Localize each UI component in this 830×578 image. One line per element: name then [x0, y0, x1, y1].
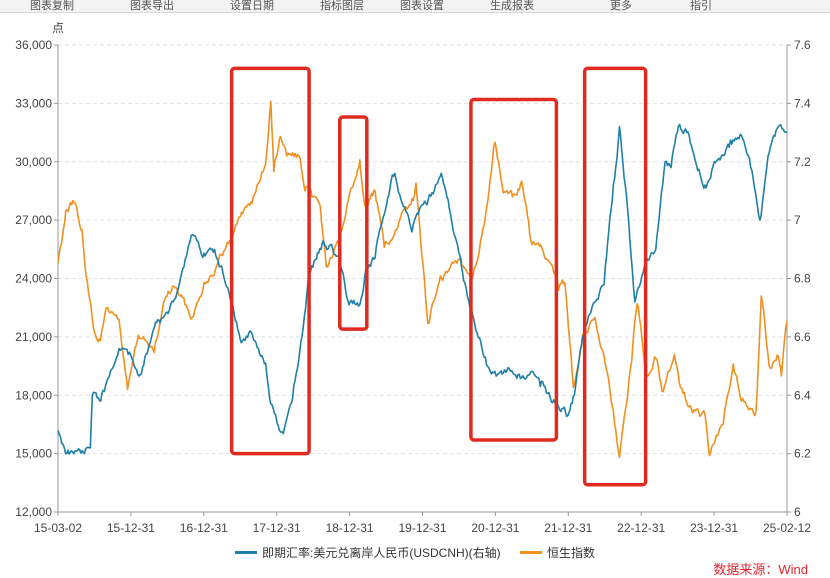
x-tick-label: 15-12-31 — [107, 521, 155, 535]
right-tick-label: 6.2 — [794, 447, 811, 461]
toolbar-item-settings[interactable]: 图表设置 — [400, 0, 444, 12]
x-tick-label: 19-12-31 — [398, 521, 446, 535]
toolbar-item-guide[interactable]: 指引 — [690, 0, 712, 12]
x-tick-label: 25-02-12 — [763, 521, 811, 535]
legend-swatch-hsi — [519, 551, 542, 554]
left-tick-label: 30,000 — [15, 155, 52, 169]
left-tick-label: 33,000 — [15, 96, 52, 110]
legend-label-usdcnh: 即期汇率:美元兑离岸人民币(USDCNH)(右轴) — [261, 546, 501, 560]
toolbar-item-layer[interactable]: 指标图层 — [320, 0, 364, 12]
right-tick-label: 6.8 — [794, 272, 811, 286]
usdcnh-line — [57, 123, 788, 455]
x-tick-label: 15-03-02 — [34, 521, 82, 535]
annotation-box-1 — [229, 66, 311, 456]
left-tick-label: 27,000 — [15, 213, 52, 227]
toolbar-item-export[interactable]: 图表导出 — [130, 0, 174, 12]
x-tick-label: 16-12-31 — [180, 521, 228, 535]
grid-lines — [57, 44, 788, 513]
left-axis-unit: 点 — [52, 21, 64, 35]
right-tick-label: 6.4 — [794, 388, 811, 402]
annotation-box-2 — [338, 115, 369, 331]
right-tick-label: 7.2 — [794, 155, 811, 169]
toolbar-item-report[interactable]: 生成报表 — [490, 0, 534, 12]
x-tick-label: 20-12-31 — [471, 521, 519, 535]
legend-label-hsi: 恒生指数 — [546, 546, 595, 560]
legend: 即期汇率:美元兑离岸人民币(USDCNH)(右轴) 恒生指数 — [0, 543, 830, 561]
annotation-boxes — [229, 66, 648, 487]
annotation-box-3 — [469, 97, 559, 442]
legend-swatch-usdcnh — [234, 551, 257, 554]
x-tick-label: 18-12-31 — [326, 521, 374, 535]
left-tick-label: 36,000 — [15, 38, 52, 52]
right-tick-label: 7 — [794, 213, 801, 227]
legend-item-hsi[interactable]: 恒生指数 — [519, 544, 595, 561]
toolbar: 图表复制 图表导出 设置日期 指标图层 图表设置 生成报表 更多 指引 — [0, 0, 830, 13]
x-tick-label: 17-12-31 — [253, 521, 301, 535]
left-tick-label: 15,000 — [15, 447, 52, 461]
toolbar-item-more[interactable]: 更多 — [610, 0, 632, 12]
left-tick-label: 24,000 — [15, 272, 52, 286]
hsi-line — [57, 100, 788, 459]
left-axis-ticks: 12,000 15,000 18,000 21,000 24,000 27,000 30,0… — [15, 38, 58, 519]
left-tick-label: 18,000 — [15, 388, 52, 402]
right-tick-label: 7.6 — [794, 38, 811, 52]
left-tick-label: 12,000 — [15, 505, 52, 519]
x-tick-label: 23-12-31 — [690, 521, 738, 535]
right-tick-label: 6 — [794, 505, 801, 519]
annotation-box-4 — [582, 66, 648, 487]
x-tick-label: 21-12-31 — [544, 521, 592, 535]
right-tick-label: 6.6 — [794, 330, 811, 344]
x-axis-ticks: 15-03-02 15-12-31 16-12-31 17-12-31 18-12-31… — [34, 512, 811, 535]
toolbar-item-date[interactable]: 设置日期 — [230, 0, 274, 12]
toolbar-item-copy[interactable]: 图表复制 — [30, 0, 74, 12]
left-tick-label: 21,000 — [15, 330, 52, 344]
right-tick-label: 7.4 — [794, 96, 811, 110]
x-tick-label: 22-12-31 — [617, 521, 665, 535]
right-axis-ticks: 6 6.2 6.4 6.6 6.8 7 7.2 7.4 7.6 — [787, 38, 811, 519]
series-lines — [57, 100, 788, 459]
data-source: 数据来源：Wind — [713, 562, 808, 577]
legend-item-usdcnh[interactable]: 即期汇率:美元兑离岸人民币(USDCNH)(右轴) — [234, 544, 501, 561]
